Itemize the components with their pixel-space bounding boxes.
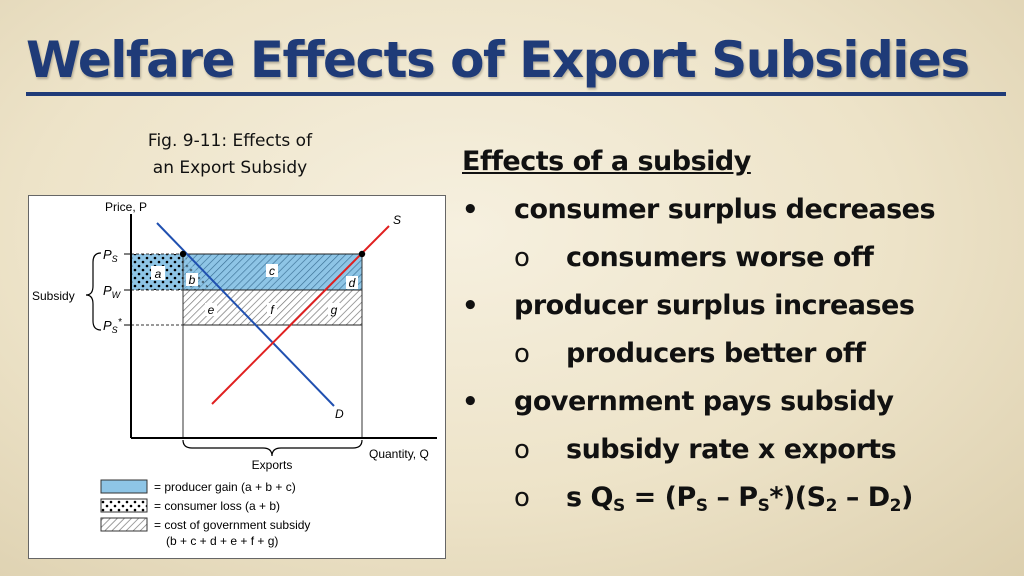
figure-caption: Fig. 9-11: Effects of an Export Subsidy — [100, 128, 360, 182]
subsidy-brace — [85, 252, 102, 331]
demand-curve — [156, 222, 335, 407]
area-label-g: g — [331, 303, 338, 317]
caption-line-1: Fig. 9-11: Effects of — [147, 131, 313, 151]
area-label-b: b — [189, 273, 196, 287]
sub-bullet-mark: o — [514, 339, 530, 369]
bullet-text: consumer surplus decreases — [514, 194, 936, 225]
legend-gov-cost-line2: (b + c + d + e + f + g) — [166, 534, 278, 548]
bullet-mark: • — [462, 195, 479, 225]
caption-line-2: an Export Subsidy — [152, 158, 308, 178]
bullet-item: • government pays subsidy — [462, 378, 1022, 426]
price-label-pw: PW — [103, 283, 122, 300]
area-label-d: d — [349, 276, 356, 290]
export-subsidy-figure: a b c d e f g Price, P Quantity, Q S D P… — [28, 195, 446, 559]
effects-heading: Effects of a subsidy — [462, 146, 751, 177]
legend-producer-gain: = producer gain (a + b + c) — [154, 480, 296, 494]
slide-title: Welfare Effects of Export Subsidies — [26, 31, 970, 89]
legend-consumer-loss: = consumer loss (a + b) — [154, 499, 280, 513]
bullet-item: • consumer surplus decreases — [462, 186, 1022, 234]
effects-list: Effects of a subsidy • consumer surplus … — [462, 138, 1022, 522]
figure-svg: a b c d e f g Price, P Quantity, Q S D P… — [32, 200, 437, 548]
sub-bullet-item: o consumers worse off — [462, 234, 1022, 282]
exports-brace — [182, 439, 363, 457]
bullet-text: government pays subsidy — [514, 386, 894, 417]
subsidy-formula: o s QS = (PS – PS*)(S2 – D2) — [462, 474, 1022, 522]
price-label-ps: PS — [103, 247, 118, 264]
supply-label: S — [393, 213, 401, 227]
sub-bullet-item: o subsidy rate x exports — [462, 426, 1022, 474]
bullet-text: producer surplus increases — [514, 290, 915, 321]
demand-label: D — [335, 407, 344, 421]
y-axis-label: Price, P — [105, 200, 147, 214]
subsidy-label: Subsidy — [32, 289, 75, 303]
legend-swatch-producer-gain — [100, 479, 148, 494]
sub-bullet-mark: o — [514, 483, 530, 513]
sub-bullet-text: producers better off — [566, 338, 866, 369]
area-label-e: e — [208, 303, 215, 317]
legend-swatch-consumer-loss — [100, 498, 148, 513]
sub-bullet-text: subsidy rate x exports — [566, 434, 897, 465]
point-supply — [358, 250, 366, 258]
title-underline — [26, 92, 1006, 96]
sub-bullet-item: o producers better off — [462, 330, 1022, 378]
legend-gov-cost-line1: = cost of government subsidy — [154, 518, 310, 532]
legend-swatch-gov-cost — [100, 517, 148, 532]
bullet-mark: • — [462, 387, 479, 417]
x-axis-label: Quantity, Q — [369, 447, 429, 461]
area-label-c: c — [269, 264, 275, 278]
sub-bullet-mark: o — [514, 243, 530, 273]
price-label-pss: PS* — [103, 317, 123, 335]
point-demand — [179, 250, 187, 258]
bullet-item: • producer surplus increases — [462, 282, 1022, 330]
area-label-a: a — [155, 267, 162, 281]
bullet-mark: • — [462, 291, 479, 321]
sub-bullet-mark: o — [514, 435, 530, 465]
sub-bullet-text: consumers worse off — [566, 242, 874, 273]
exports-label: Exports — [252, 458, 293, 472]
area-label-f: f — [270, 303, 275, 317]
